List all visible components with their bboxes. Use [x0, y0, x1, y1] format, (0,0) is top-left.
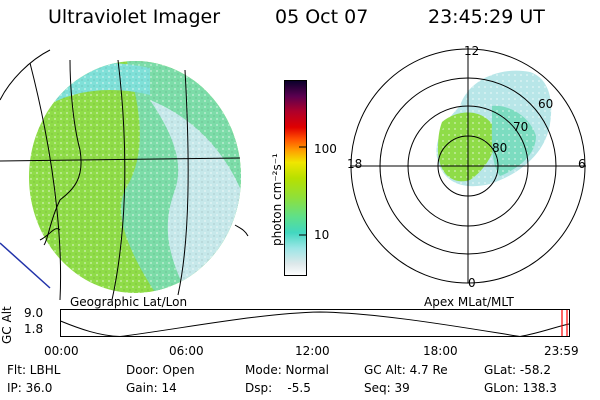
info-dsp: Dsp: -5.5: [245, 381, 311, 395]
geographic-map: [0, 49, 249, 300]
lat-label-70: 70: [513, 120, 529, 134]
lat-lon-grid: [0, 59, 241, 300]
uv-image-left: [29, 61, 241, 293]
boundary-line: [0, 242, 51, 289]
right-map-caption: Apex MLat/MLT: [424, 295, 514, 309]
instrument-title: Ultraviolet Imager: [48, 6, 221, 28]
uv-image-polar: [436, 70, 552, 187]
altitude-ylabel: GC Alt: [0, 306, 14, 344]
altitude-ytick-1-8: 1.8: [24, 322, 44, 336]
info-gain: Gain: 14: [126, 381, 177, 395]
colorbar: [284, 80, 307, 276]
mlt-label-12: 12: [464, 44, 480, 58]
info-mode: Mode: Normal: [245, 363, 329, 377]
coastline: [0, 49, 249, 241]
lat-label-60: 60: [538, 97, 554, 111]
lat-label-80: 80: [492, 141, 508, 155]
colorbar-tick-10: 10: [314, 228, 330, 242]
colorbar-unit-label: photon cm⁻²s⁻¹: [270, 153, 284, 246]
mlt-label-6: 6: [578, 157, 586, 171]
left-map-caption: Geographic Lat/Lon: [70, 295, 188, 309]
polar-map: [350, 48, 586, 284]
altitude-ytick-9: 9.0: [24, 306, 44, 320]
info-filter: Flt: LBHL: [7, 363, 61, 377]
altitude-xtick-2359: 23:59: [544, 344, 579, 358]
altitude-xtick-0600: 06:00: [169, 344, 204, 358]
altitude-xtick-0000: 00:00: [44, 344, 79, 358]
mlt-label-18: 18: [347, 157, 363, 171]
date-label: 05 Oct 07: [275, 6, 369, 28]
altitude-xtick-1800: 18:00: [423, 344, 458, 358]
mlt-label-0: 0: [468, 276, 476, 290]
colorbar-tick-100: 100: [314, 142, 337, 156]
info-door: Door: Open: [126, 363, 195, 377]
time-label: 23:45:29 UT: [428, 6, 545, 28]
info-gc-alt: GC Alt: 4.7 Re: [364, 363, 448, 377]
altitude-xtick-1200: 12:00: [295, 344, 330, 358]
info-seq: Seq: 39: [364, 381, 410, 395]
polar-grid: [350, 48, 586, 284]
altitude-plot: [60, 309, 570, 338]
info-ip: IP: 36.0: [7, 381, 53, 395]
info-glon: GLon: 138.3: [484, 381, 557, 395]
info-glat: GLat: -58.2: [484, 363, 551, 377]
